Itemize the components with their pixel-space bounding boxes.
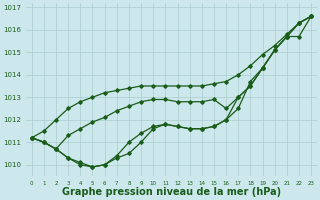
X-axis label: Graphe pression niveau de la mer (hPa): Graphe pression niveau de la mer (hPa) bbox=[62, 187, 281, 197]
